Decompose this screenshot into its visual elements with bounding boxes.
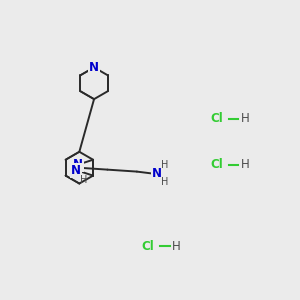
- Text: Cl: Cl: [210, 158, 223, 171]
- Text: H: H: [161, 160, 168, 170]
- Text: H: H: [172, 240, 181, 253]
- Text: Cl: Cl: [210, 112, 223, 125]
- Text: H: H: [80, 175, 88, 184]
- Text: N: N: [152, 167, 161, 180]
- Text: H: H: [161, 177, 168, 188]
- Text: Cl: Cl: [142, 240, 154, 253]
- Text: H: H: [241, 158, 250, 171]
- Text: N: N: [71, 164, 81, 177]
- Text: N: N: [89, 61, 99, 74]
- Text: N: N: [73, 158, 83, 171]
- Text: H: H: [241, 112, 250, 125]
